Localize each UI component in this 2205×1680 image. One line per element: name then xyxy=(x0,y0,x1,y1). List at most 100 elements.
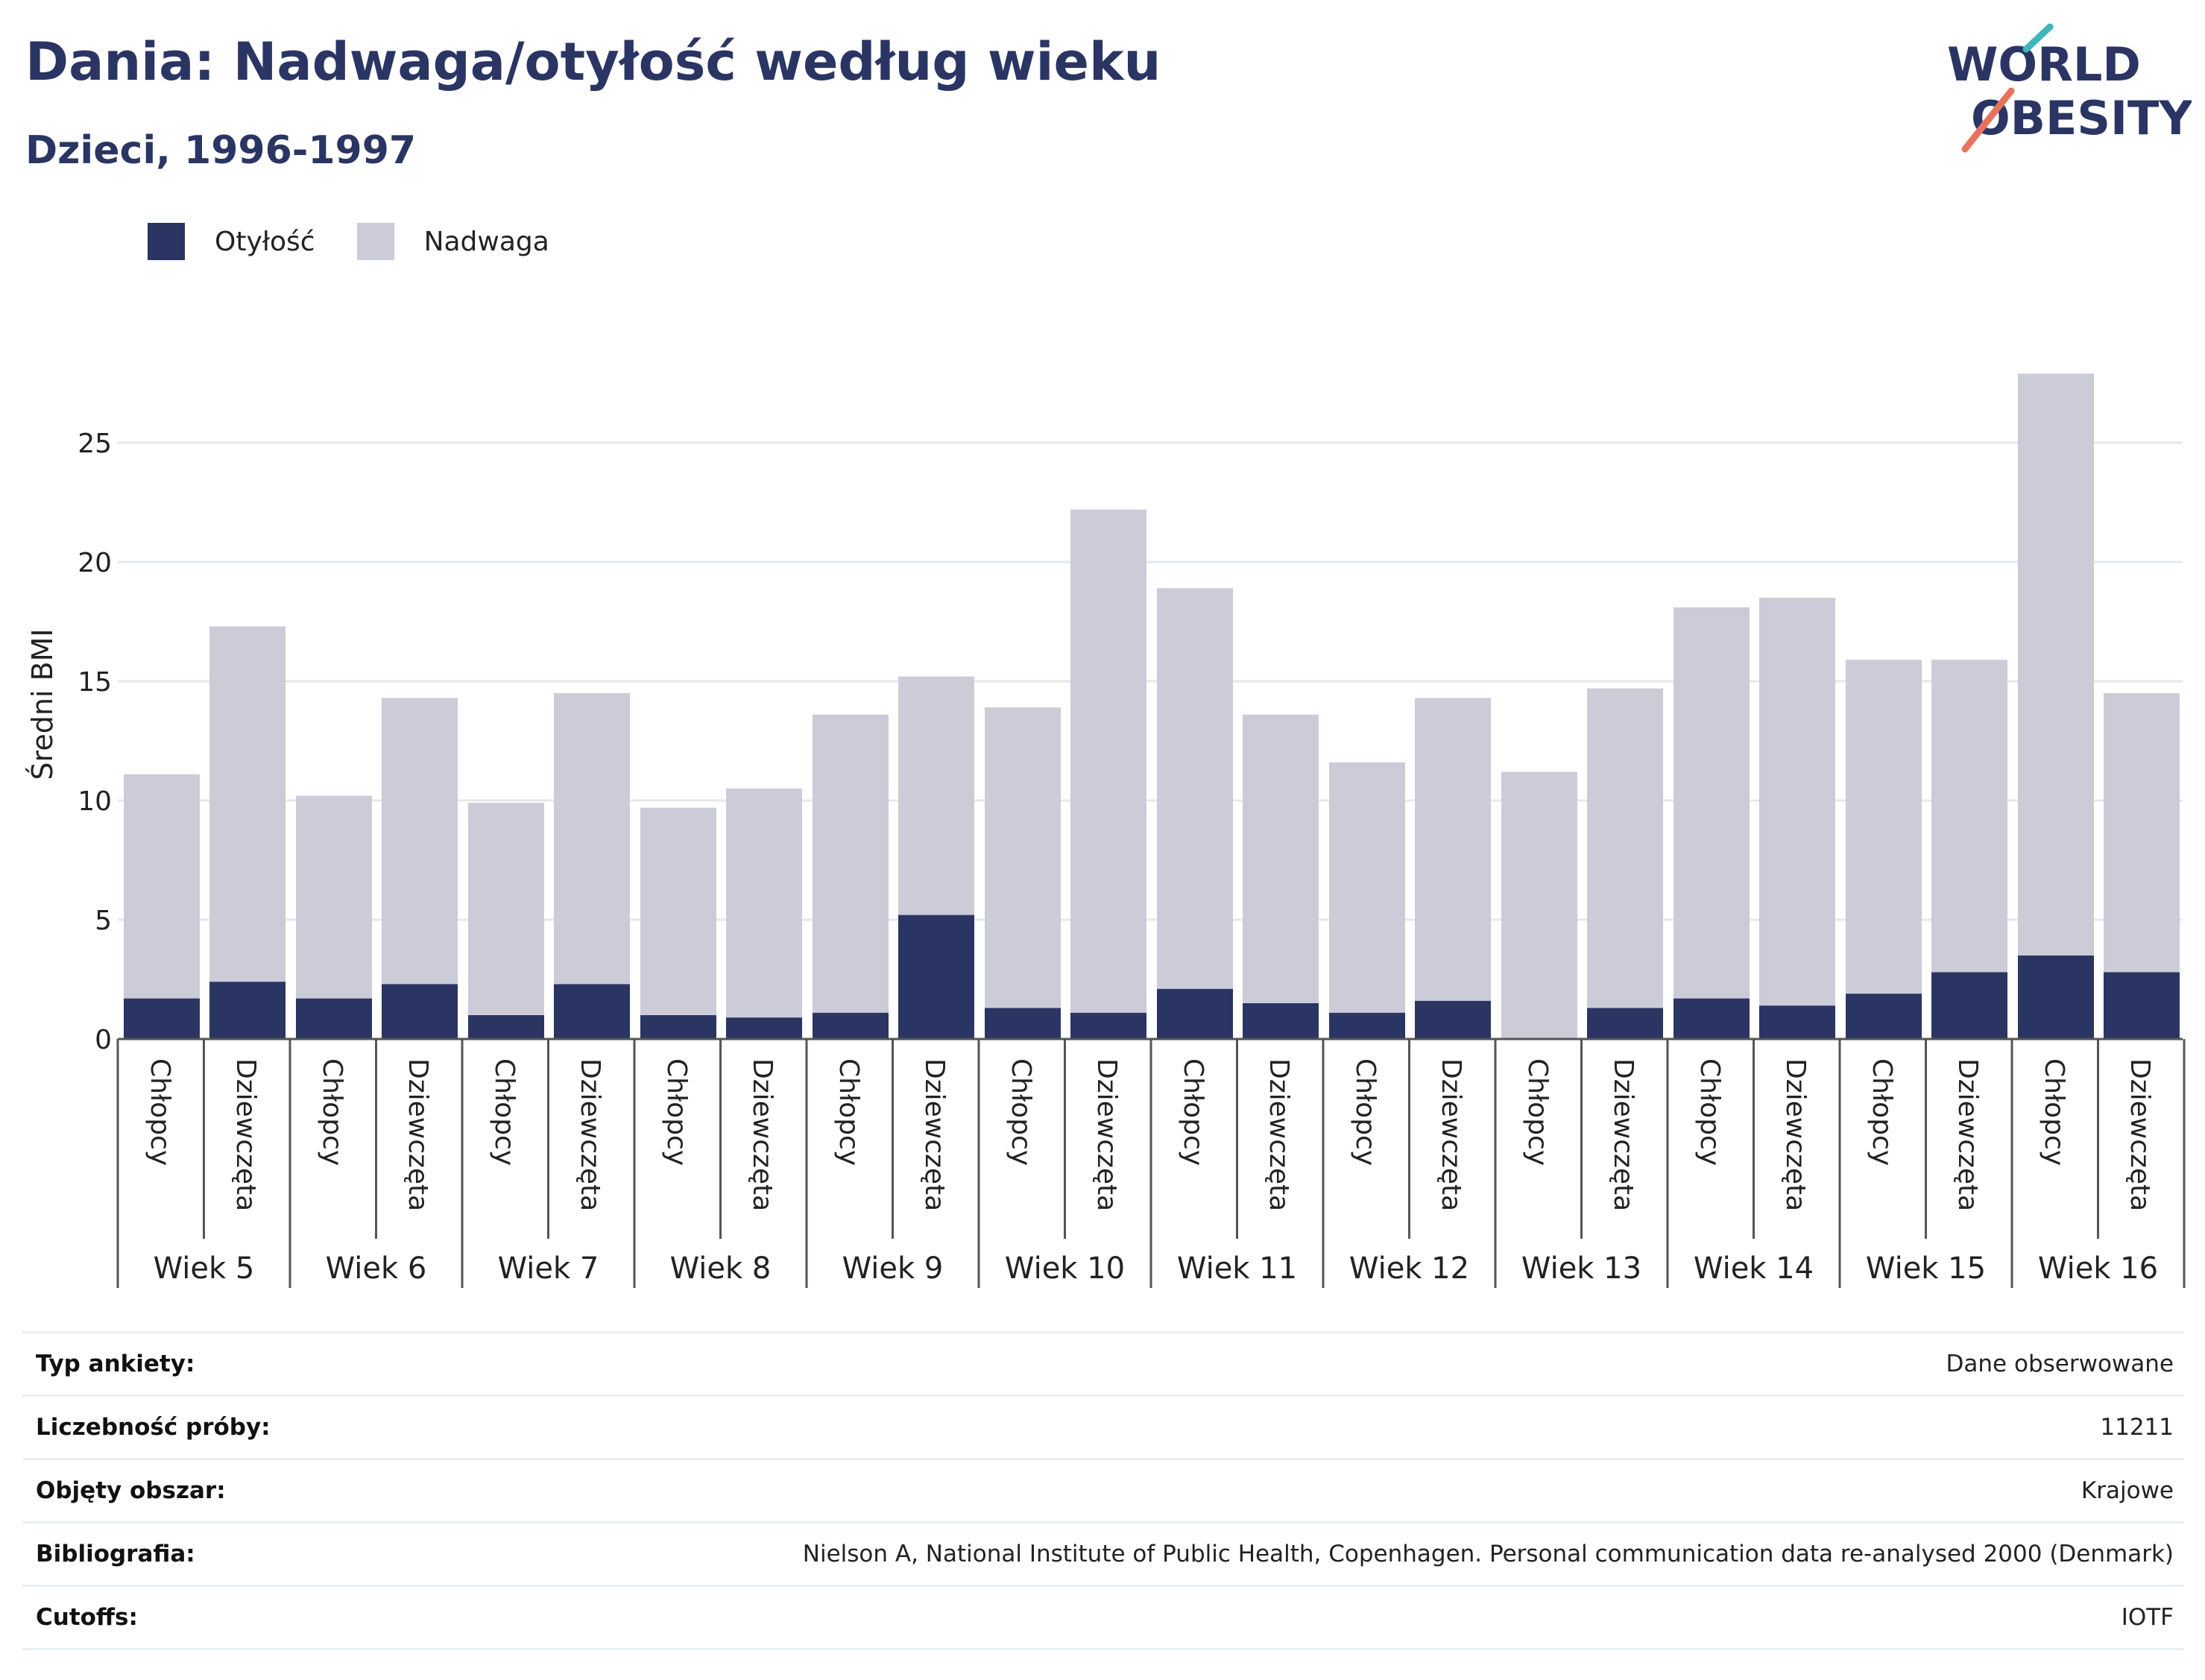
x-group-label: Wiek 11 xyxy=(1177,1251,1297,1286)
bar-overweight xyxy=(898,676,974,915)
x-subcategory-label: Chłopcy xyxy=(661,1058,692,1166)
x-group-label: Wiek 8 xyxy=(670,1251,772,1286)
bar-overweight xyxy=(1501,771,1577,1039)
x-group-label: Wiek 6 xyxy=(326,1251,427,1286)
legend-item-overweight: Nadwaga xyxy=(356,223,549,260)
bar-overweight xyxy=(1070,509,1146,1013)
logo-slash-coral xyxy=(1961,87,2015,153)
x-group-label: Wiek 14 xyxy=(1694,1251,1814,1286)
x-subcategory-label: Dziewczęta xyxy=(1952,1058,1983,1211)
bar-overweight xyxy=(640,807,716,1015)
world-obesity-logo: WORLD OBESITY xyxy=(1947,23,2192,153)
bar-obesity xyxy=(296,998,372,1039)
bar-overweight xyxy=(2104,693,2180,973)
info-label: Cutoffs: xyxy=(36,1604,138,1631)
bar-obesity xyxy=(468,1015,544,1039)
x-subcategory-label: Chłopcy xyxy=(2039,1058,2069,1166)
bar-obesity xyxy=(2018,956,2094,1039)
y-tick-label: 10 xyxy=(78,786,112,817)
bar-overweight xyxy=(813,714,889,1013)
bar-overweight xyxy=(2018,373,2094,956)
x-group-label: Wiek 13 xyxy=(1521,1251,1641,1286)
bar-overweight xyxy=(1157,588,1233,989)
bar-obesity xyxy=(640,1015,716,1039)
x-subcategory-label: Chłopcy xyxy=(1178,1058,1208,1166)
bar-overweight xyxy=(1329,762,1405,1013)
bar-overweight xyxy=(1846,660,1922,994)
x-subcategory-label: Dziewczęta xyxy=(1780,1058,1811,1211)
bar-overweight xyxy=(209,626,286,982)
bar-overweight xyxy=(1243,714,1319,1003)
x-subcategory-label: Dziewczęta xyxy=(403,1058,433,1211)
info-row-sample-size: Liczebność próby: 11211 xyxy=(22,1395,2184,1458)
bar-obesity xyxy=(1759,1005,1835,1039)
bar-obesity xyxy=(1931,972,2007,1039)
info-row-survey-type: Typ ankiety: Dane obserwowane xyxy=(22,1331,2184,1395)
logo-word-world: WORLD xyxy=(1947,37,2141,92)
bar-overweight xyxy=(296,795,372,999)
bar-overweight xyxy=(1415,698,1491,1001)
bar-obesity xyxy=(726,1017,802,1039)
legend-swatch-obesity xyxy=(148,223,185,260)
chart-legend: Otyłość Nadwaga xyxy=(148,221,591,262)
bar-obesity xyxy=(1846,994,1922,1039)
x-subcategory-label: Dziewczęta xyxy=(2124,1058,2155,1211)
logo-slash-teal xyxy=(2022,23,2054,53)
bar-overweight xyxy=(1759,598,1835,1006)
bar-obesity xyxy=(813,1012,889,1039)
x-group-label: Wiek 16 xyxy=(2038,1251,2158,1286)
x-subcategory-label: Dziewczęta xyxy=(230,1058,261,1211)
legend-label-overweight: Nadwaga xyxy=(423,226,549,257)
bar-obesity xyxy=(1243,1003,1319,1039)
x-group-label: Wiek 12 xyxy=(1349,1251,1469,1286)
legend-item-obesity: Otyłość xyxy=(148,223,315,260)
x-subcategory-label: Chłopcy xyxy=(1522,1058,1553,1166)
y-axis-label: Średni BMI xyxy=(26,628,59,780)
info-label: Objęty obszar: xyxy=(36,1477,226,1504)
bar-obesity xyxy=(382,984,458,1039)
stacked-bar-chart: 0 5 10 15 20 25 Chłopcy Dziewczęta Wiek 5 Chłopcy… xyxy=(26,373,2186,1288)
info-row-bibliography: Bibliografia: Nielson A, National Instit… xyxy=(22,1521,2184,1585)
info-label: Liczebność próby: xyxy=(36,1414,271,1441)
bar-overweight xyxy=(1674,607,1750,999)
x-group-label: Wiek 5 xyxy=(154,1251,255,1286)
info-value: 11211 xyxy=(2100,1414,2174,1441)
bar-obesity xyxy=(1587,1008,1663,1039)
bar-overweight xyxy=(1587,688,1663,1008)
x-group-label: Wiek 10 xyxy=(1005,1251,1125,1286)
info-value: Krajowe xyxy=(2081,1477,2174,1504)
y-tick-label: 25 xyxy=(78,429,112,459)
x-subcategory-label: Chłopcy xyxy=(1350,1058,1381,1166)
bar-obesity xyxy=(985,1008,1061,1039)
axis-layer: 0 5 10 15 20 25 Chłopcy Dziewczęta Wiek 5 Chłopcy… xyxy=(78,429,2186,1288)
y-tick-label: 20 xyxy=(78,548,112,578)
bar-obesity xyxy=(2104,972,2180,1039)
info-row-area: Objęty obszar: Krajowe xyxy=(22,1458,2184,1521)
x-subcategory-label: Chłopcy xyxy=(145,1058,175,1166)
x-subcategory-label: Chłopcy xyxy=(317,1058,347,1166)
bar-obesity xyxy=(1157,988,1233,1039)
bar-obesity xyxy=(1415,1000,1491,1039)
x-subcategory-label: Dziewczęta xyxy=(1608,1058,1638,1211)
survey-info-table: Typ ankiety: Dane obserwowane Liczebność… xyxy=(22,1331,2184,1650)
x-group-label: Wiek 9 xyxy=(842,1251,944,1286)
bar-obesity xyxy=(1329,1012,1405,1039)
bar-obesity xyxy=(554,984,630,1039)
info-value: Dane obserwowane xyxy=(1946,1351,2174,1377)
x-group-label: Wiek 15 xyxy=(1866,1251,1986,1286)
x-subcategory-label: Chłopcy xyxy=(833,1058,864,1166)
x-subcategory-label: Dziewczęta xyxy=(1264,1058,1294,1211)
bar-overweight xyxy=(468,803,544,1015)
bars-layer xyxy=(124,373,2180,1039)
y-tick-label: 15 xyxy=(78,667,112,698)
bar-overweight xyxy=(1931,660,2007,973)
x-subcategory-label: Chłopcy xyxy=(1694,1058,1725,1166)
info-row-cutoffs: Cutoffs: IOTF xyxy=(22,1585,2184,1650)
info-label: Typ ankiety: xyxy=(36,1351,195,1377)
y-tick-label: 5 xyxy=(95,906,112,936)
bar-obesity xyxy=(124,998,200,1039)
x-subcategory-label: Dziewczęta xyxy=(1091,1058,1122,1211)
bar-obesity xyxy=(898,915,974,1039)
bar-overweight xyxy=(382,698,458,985)
x-subcategory-label: Dziewczęta xyxy=(575,1058,605,1211)
